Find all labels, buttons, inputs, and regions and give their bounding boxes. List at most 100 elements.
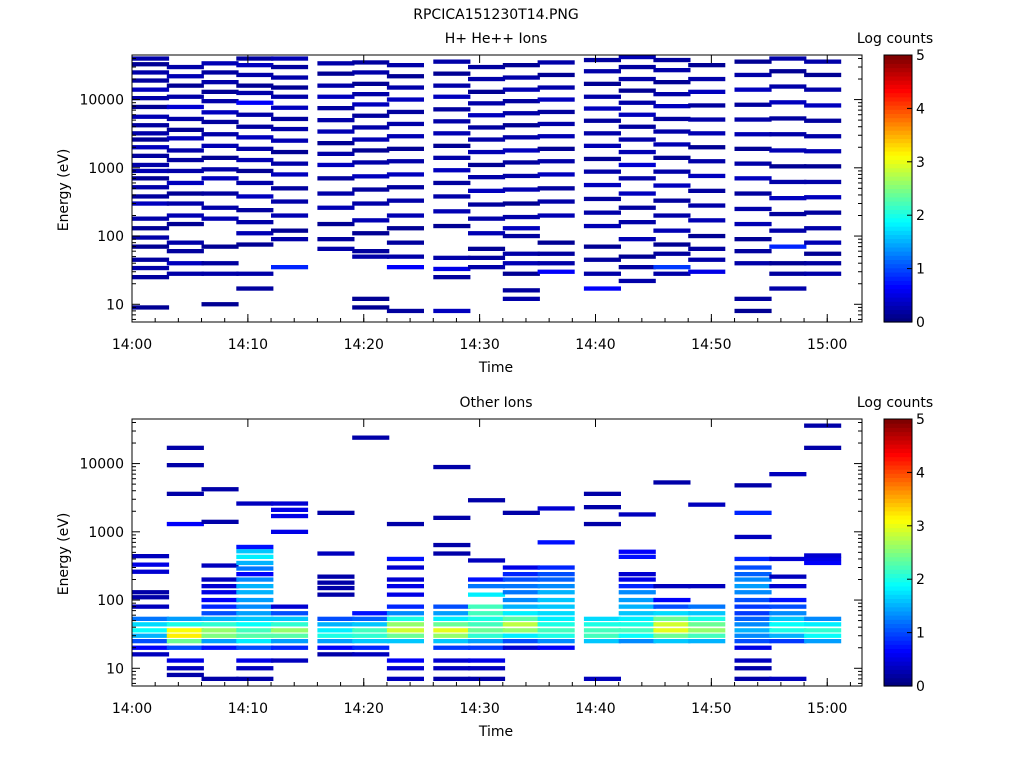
heatmap-cell <box>468 76 506 82</box>
heatmap-cell <box>201 176 239 181</box>
heatmap-cell <box>271 186 309 191</box>
heatmap-cell <box>468 113 506 118</box>
heatmap-cell <box>769 286 807 291</box>
heatmap-cell <box>386 584 424 589</box>
heatmap-cell <box>537 565 575 570</box>
heatmap-cell <box>618 162 656 168</box>
colorbar-swatch <box>884 677 912 683</box>
heatmap-cell <box>688 218 726 223</box>
heatmap-cell <box>537 146 575 151</box>
heatmap-cell <box>653 80 691 85</box>
heatmap-cell <box>166 622 204 627</box>
heatmap-cell <box>236 676 274 681</box>
heatmap-cell <box>386 565 424 570</box>
colorbar-swatch <box>884 602 912 608</box>
colorbar-swatch <box>884 489 912 495</box>
colorbar-swatch <box>884 242 912 248</box>
y-tick-label: 1000 <box>88 161 124 177</box>
heatmap-cell <box>201 302 239 307</box>
heatmap-cell <box>618 265 656 270</box>
heatmap-cell <box>583 106 621 111</box>
colorbar-swatch <box>884 590 912 595</box>
colorbar-swatch <box>884 660 912 666</box>
heatmap-cell <box>653 604 691 609</box>
heatmap-cell <box>386 74 424 79</box>
heatmap-cell <box>352 616 390 621</box>
x-axis-label: Time <box>478 724 513 740</box>
x-tick-label: 14:30 <box>459 701 499 717</box>
heatmap-cell <box>386 633 424 638</box>
heatmap-cell <box>317 580 355 585</box>
heatmap-cell <box>236 544 274 550</box>
heatmap-cell <box>201 61 239 66</box>
heatmap-cell <box>468 628 506 633</box>
heatmap-cell <box>502 99 540 104</box>
heatmap-cell <box>433 658 471 663</box>
heatmap-cell <box>201 676 239 681</box>
heatmap-cell <box>804 179 842 185</box>
heatmap-cell <box>386 146 424 151</box>
heatmap-cell <box>271 622 309 627</box>
heatmap-cell <box>618 100 656 105</box>
colorbar-swatch <box>884 301 912 306</box>
heatmap-cell <box>502 572 540 577</box>
heatmap-cell <box>804 210 842 215</box>
heatmap-cell <box>132 78 170 83</box>
heatmap-cell <box>537 109 575 115</box>
heatmap-cell <box>201 639 239 644</box>
heatmap-cell <box>236 560 274 566</box>
heatmap-cell <box>688 616 726 621</box>
heatmap-cell <box>352 160 390 165</box>
heatmap-cell <box>132 590 170 595</box>
heatmap-cell <box>201 155 239 160</box>
heatmap-cell <box>132 226 170 231</box>
heatmap-cell <box>352 137 390 142</box>
heatmap-cell <box>433 551 471 556</box>
heatmap-cell <box>688 76 726 82</box>
heatmap-cell <box>433 223 471 229</box>
heatmap-cell <box>468 611 506 616</box>
heatmap-cell <box>583 143 621 148</box>
heatmap-cell <box>804 134 842 139</box>
heatmap-cell <box>166 168 204 174</box>
heatmap-cell <box>236 577 274 582</box>
heatmap-cell <box>653 169 691 174</box>
colorbar-swatch <box>884 615 912 620</box>
heatmap-cell <box>201 89 239 94</box>
heatmap-cell <box>271 172 309 177</box>
colorbar-swatch <box>884 171 912 177</box>
heatmap-cell <box>433 194 471 199</box>
colorbar-swatch <box>884 527 912 533</box>
y-tick-label: 10 <box>106 661 124 677</box>
colorbar-swatch <box>884 267 912 273</box>
heatmap-cell <box>769 611 807 616</box>
heatmap-cell <box>201 633 239 638</box>
heatmap-cell <box>618 88 656 93</box>
heatmap-cell <box>166 261 204 266</box>
x-tick-label: 14:40 <box>575 337 615 353</box>
colorbar-swatch <box>884 313 912 319</box>
heatmap-cell <box>583 81 621 86</box>
colorbar-swatch <box>884 205 912 210</box>
heatmap-cell <box>201 487 239 492</box>
y-axis-label: Energy (eV) <box>56 149 72 232</box>
heatmap-cell <box>166 628 204 633</box>
colorbar-tick-label: 5 <box>916 48 925 64</box>
colorbar-swatch <box>884 146 912 152</box>
heatmap-cell <box>271 265 309 270</box>
heatmap-cell <box>618 64 656 70</box>
heatmap-cell <box>386 85 424 90</box>
heatmap-cell <box>653 633 691 638</box>
heatmap-cell <box>804 226 842 231</box>
heatmap-cell <box>502 233 540 239</box>
heatmap-cell <box>653 92 691 97</box>
heatmap-cell <box>734 604 772 609</box>
heatmap-cell <box>166 127 204 132</box>
heatmap-cell <box>502 148 540 153</box>
heatmap-cell <box>386 240 424 245</box>
colorbar-swatch <box>884 121 912 127</box>
heatmap-cell <box>433 542 471 548</box>
heatmap-cell <box>166 271 204 276</box>
colorbar-swatch <box>884 439 912 445</box>
heatmap-cell <box>132 104 170 110</box>
